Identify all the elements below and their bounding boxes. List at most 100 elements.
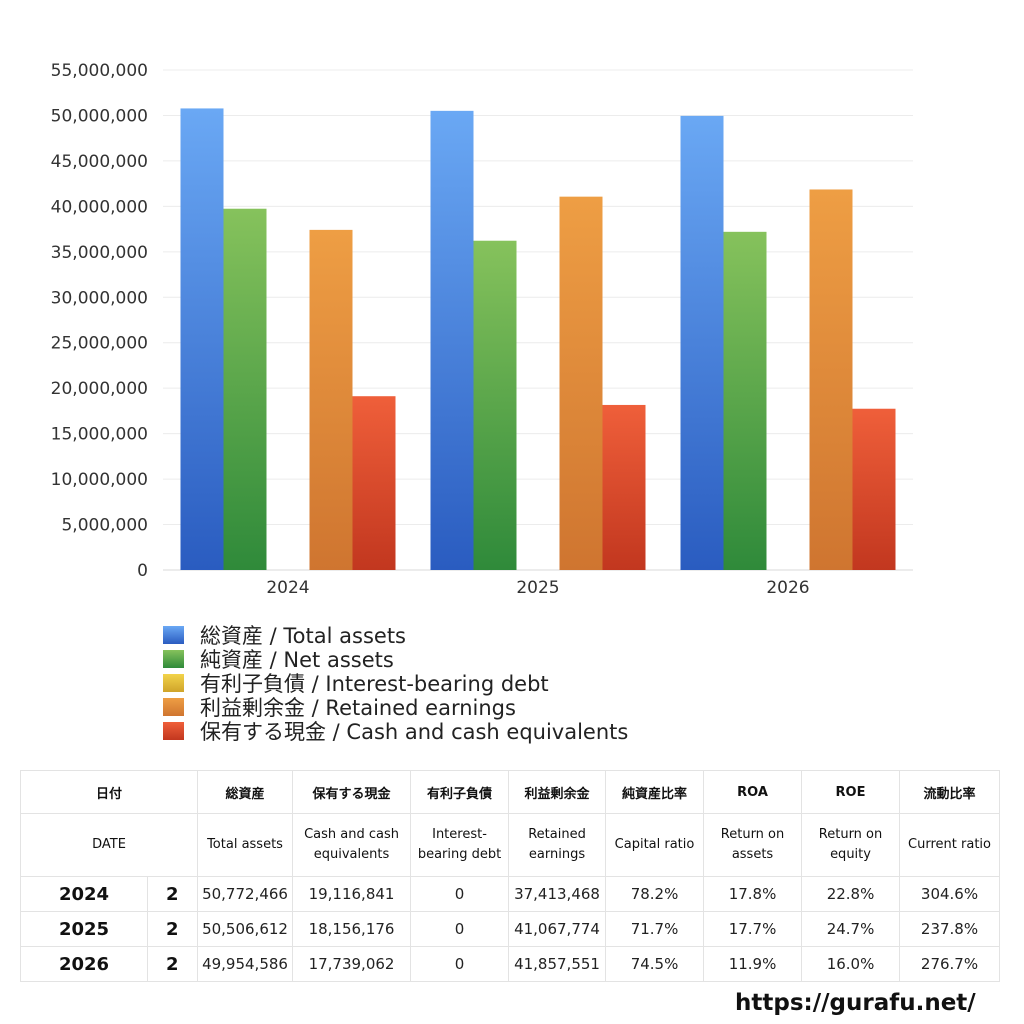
x-tick-label: 2024	[266, 578, 309, 598]
header-retained-jp: 利益剰余金	[508, 770, 607, 814]
y-tick-label: 35,000,000	[51, 243, 148, 263]
y-tick-label: 25,000,000	[51, 334, 148, 354]
bar-2025-series-3	[559, 196, 603, 570]
header-roa-en: Return on assets	[703, 813, 803, 877]
legend-label: 有利子負債 / Interest-bearing debt	[200, 672, 549, 696]
y-tick-label: 50,000,000	[51, 106, 148, 126]
legend-swatch	[163, 674, 184, 692]
cell-total-assets: 50,506,612	[197, 911, 294, 947]
legend-swatch	[163, 722, 184, 740]
cell-year: 2024	[20, 876, 148, 912]
bar-2026-series-3	[809, 189, 853, 570]
cell-roa: 11.9%	[703, 946, 803, 982]
financial-data-table: 日付 総資産 保有する現金 有利子負債 利益剰余金 純資産比率 ROA ROE …	[19, 770, 1001, 982]
cell-current-ratio: 276.7%	[899, 946, 1001, 982]
header-roe-jp: ROE	[801, 770, 901, 814]
source-url: https://gurafu.net/	[735, 990, 976, 1016]
y-tick-label: 0	[137, 561, 148, 581]
header-total-assets-en: Total assets	[197, 813, 294, 877]
header-capital-ratio-en: Capital ratio	[605, 813, 705, 877]
header-date-jp: 日付	[19, 770, 199, 814]
bar-chart: 0 5,000,000 10,000,000 15,000,000 20,000,000…	[51, 61, 913, 598]
header-debt-en: Interest-bearing debt	[410, 813, 510, 877]
y-tick-label: 15,000,000	[51, 425, 148, 445]
legend-item-total-assets: 総資産 / Total assets	[163, 623, 628, 648]
bar-2024-series-1	[223, 208, 267, 570]
legend-item-interest-bearing-debt: 有利子負債 / Interest-bearing debt	[163, 671, 628, 696]
cell-debt: 0	[410, 876, 510, 912]
cell-roe: 16.0%	[801, 946, 901, 982]
cell-total-assets: 49,954,586	[197, 946, 294, 982]
cell-roa: 17.7%	[703, 911, 803, 947]
header-current-ratio-jp: 流動比率	[899, 770, 1001, 814]
y-tick-label: 40,000,000	[51, 197, 148, 217]
y-tick-label: 55,000,000	[51, 61, 148, 81]
header-debt-jp: 有利子負債	[410, 770, 510, 814]
x-tick-label: 2025	[516, 578, 559, 598]
cell-month: 2	[146, 911, 199, 947]
bar-2024-series-3	[309, 229, 353, 570]
y-tick-label: 30,000,000	[51, 288, 148, 308]
cell-month: 2	[146, 946, 199, 982]
header-cash-jp: 保有する現金	[292, 770, 412, 814]
cell-total-assets: 50,772,466	[197, 876, 294, 912]
header-date-en: DATE	[19, 813, 199, 877]
header-cash-en: Cash and cash equivalents	[292, 813, 412, 877]
y-tick-label: 20,000,000	[51, 379, 148, 399]
table-row: 2025 2 50,506,612 18,156,176 0 41,067,77…	[20, 911, 1001, 947]
header-retained-en: Retained earnings	[508, 813, 607, 877]
legend-label: 総資産 / Total assets	[200, 624, 406, 648]
cell-year: 2026	[20, 946, 148, 982]
cell-capital-ratio: 71.7%	[605, 911, 705, 947]
bars	[180, 108, 896, 570]
cell-debt: 0	[410, 946, 510, 982]
cell-roe: 24.7%	[801, 911, 901, 947]
header-capital-ratio-jp: 純資産比率	[605, 770, 705, 814]
bar-2025-series-1	[473, 240, 517, 570]
cell-capital-ratio: 78.2%	[605, 876, 705, 912]
cell-capital-ratio: 74.5%	[605, 946, 705, 982]
bar-2025-series-4	[602, 404, 646, 570]
header-current-ratio-en: Current ratio	[899, 813, 1001, 877]
legend-swatch	[163, 626, 184, 644]
cell-cash: 18,156,176	[292, 911, 412, 947]
table-row: 2026 2 49,954,586 17,739,062 0 41,857,55…	[20, 946, 1001, 982]
header-row-japanese: 日付 総資産 保有する現金 有利子負債 利益剰余金 純資産比率 ROA ROE …	[19, 770, 1001, 814]
legend-label: 純資産 / Net assets	[200, 648, 394, 672]
header-roe-en: Return on equity	[801, 813, 901, 877]
cell-month: 2	[146, 876, 199, 912]
legend: 総資産 / Total assets 純資産 / Net assets 有利子負…	[163, 623, 629, 744]
header-row-english: DATE Total assets Cash and cash equivale…	[19, 813, 1001, 877]
legend-item-net-assets: 純資産 / Net assets	[163, 647, 628, 672]
bar-2025-series-0	[430, 110, 474, 570]
cell-retained: 41,857,551	[508, 946, 607, 982]
header-total-assets-jp: 総資産	[197, 770, 294, 814]
legend-swatch	[163, 650, 184, 668]
bar-2026-series-4	[852, 408, 896, 570]
cell-current-ratio: 304.6%	[899, 876, 1001, 912]
cell-cash: 19,116,841	[292, 876, 412, 912]
y-tick-label: 45,000,000	[51, 152, 148, 172]
cell-year: 2025	[20, 911, 148, 947]
grid-lines	[163, 69, 913, 571]
cell-cash: 17,739,062	[292, 946, 412, 982]
cell-debt: 0	[410, 911, 510, 947]
y-tick-label: 10,000,000	[51, 470, 148, 490]
legend-label: 利益剰余金 / Retained earnings	[200, 696, 516, 720]
legend-swatch	[163, 698, 184, 716]
y-tick-label: 5,000,000	[61, 516, 148, 536]
x-tick-label: 2026	[766, 578, 809, 598]
bar-2026-series-1	[723, 231, 767, 570]
legend-label: 保有する現金 / Cash and cash equivalents	[200, 720, 629, 744]
cell-retained: 41,067,774	[508, 911, 607, 947]
bar-2026-series-0	[680, 115, 724, 570]
table-row: 2024 2 50,772,466 19,116,841 0 37,413,46…	[20, 876, 1001, 912]
cell-roe: 22.8%	[801, 876, 901, 912]
legend-item-cash: 保有する現金 / Cash and cash equivalents	[163, 719, 629, 744]
cell-retained: 37,413,468	[508, 876, 607, 912]
cell-roa: 17.8%	[703, 876, 803, 912]
cell-current-ratio: 237.8%	[899, 911, 1001, 947]
legend-item-retained-earnings: 利益剰余金 / Retained earnings	[163, 695, 628, 720]
header-roa-jp: ROA	[703, 770, 803, 814]
x-axis-ticks: 2024 2025 2026	[266, 578, 809, 598]
